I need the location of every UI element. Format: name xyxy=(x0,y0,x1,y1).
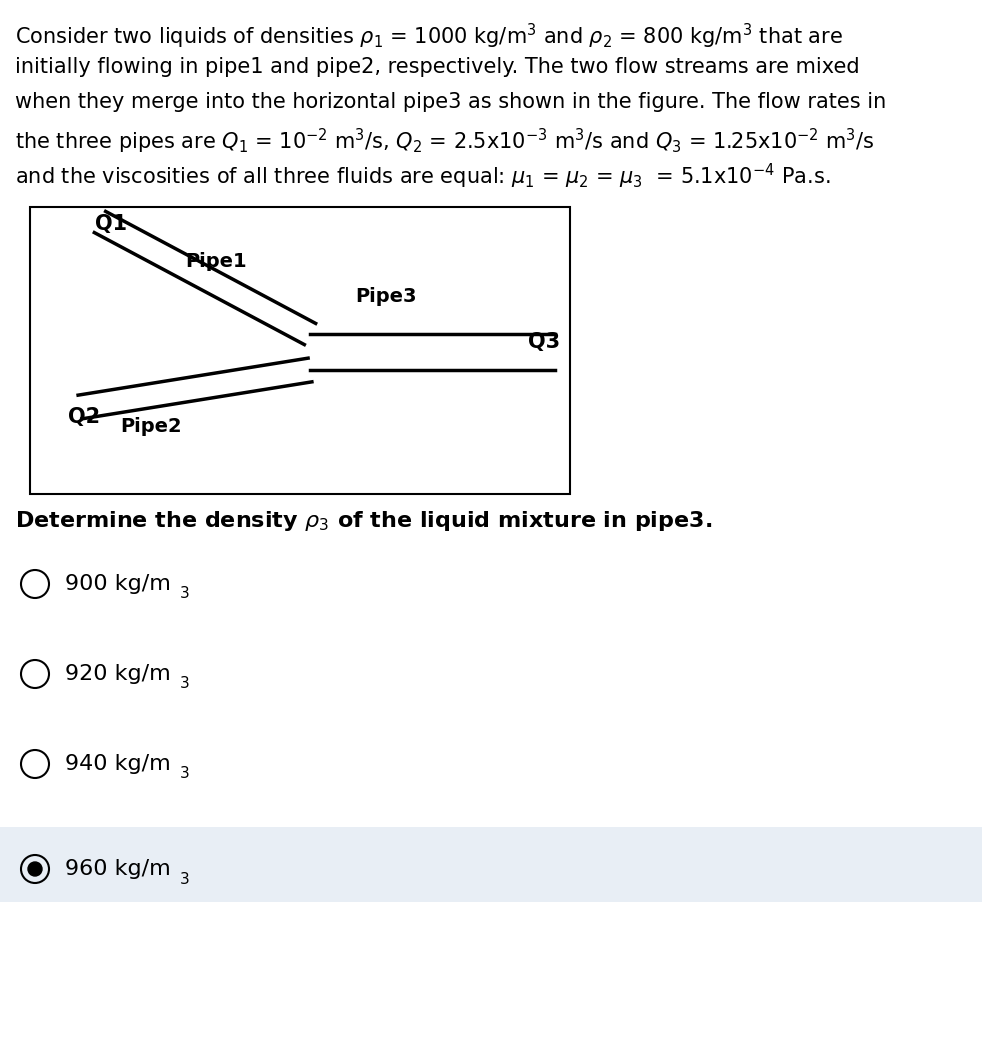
Text: 900 kg/m: 900 kg/m xyxy=(65,573,171,594)
Text: Pipe1: Pipe1 xyxy=(185,252,246,271)
Text: 960 kg/m: 960 kg/m xyxy=(65,859,171,879)
Text: Pipe2: Pipe2 xyxy=(120,417,182,436)
Text: 3: 3 xyxy=(180,872,190,887)
Text: 940 kg/m: 940 kg/m xyxy=(65,754,171,774)
Text: Q2: Q2 xyxy=(68,407,100,427)
Text: the three pipes are $Q_1$ = 10$^{-2}$ m$^3$/s, $Q_2$ = 2.5x10$^{-3}$ m$^3$/s and: the three pipes are $Q_1$ = 10$^{-2}$ m$… xyxy=(15,127,875,156)
Text: Q1: Q1 xyxy=(95,215,127,234)
Text: when they merge into the horizontal pipe3 as shown in the figure. The flow rates: when they merge into the horizontal pipe… xyxy=(15,92,886,112)
Text: Q3: Q3 xyxy=(528,332,560,352)
Text: 3: 3 xyxy=(180,586,190,601)
Circle shape xyxy=(28,862,42,876)
Text: initially flowing in pipe1 and pipe2, respectively. The two flow streams are mix: initially flowing in pipe1 and pipe2, re… xyxy=(15,57,859,78)
FancyBboxPatch shape xyxy=(30,207,570,494)
Text: Consider two liquids of densities $\rho_1$ = 1000 kg/m$^3$ and $\rho_2$ = 800 kg: Consider two liquids of densities $\rho_… xyxy=(15,22,843,51)
Text: 3: 3 xyxy=(180,676,190,691)
Text: and the viscosities of all three fluids are equal: $\mu_1$ = $\mu_2$ = $\mu_3$  : and the viscosities of all three fluids … xyxy=(15,162,831,191)
Text: Determine the density $\rho_3$ of the liquid mixture in pipe3.: Determine the density $\rho_3$ of the li… xyxy=(15,509,712,533)
FancyBboxPatch shape xyxy=(0,827,982,902)
Text: Pipe3: Pipe3 xyxy=(355,287,416,306)
Text: 3: 3 xyxy=(180,767,190,782)
Text: 920 kg/m: 920 kg/m xyxy=(65,664,171,684)
